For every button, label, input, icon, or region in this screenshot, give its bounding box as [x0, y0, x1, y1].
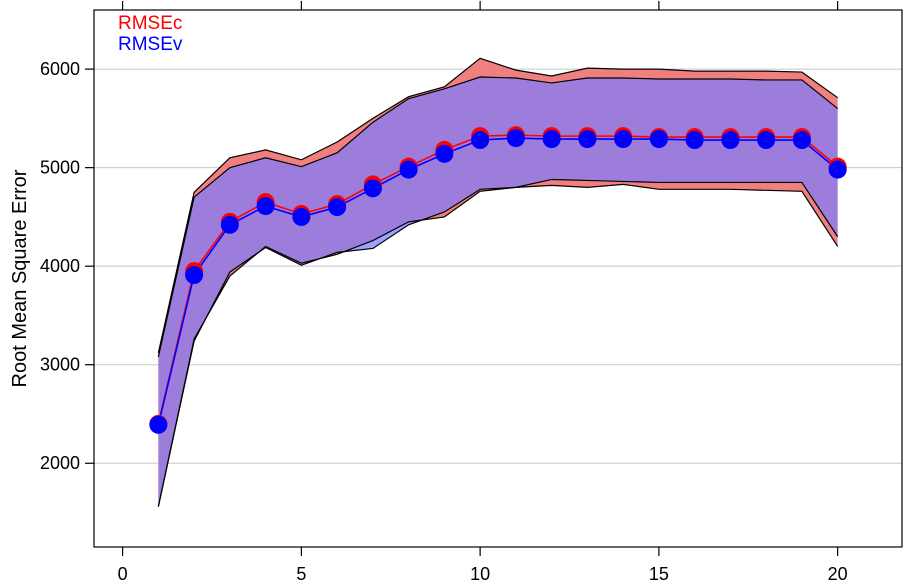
point-rmsev: [185, 266, 204, 285]
band-lower-edge: [157, 183, 839, 507]
band-upper-edge: [157, 76, 839, 357]
y-tick-label: 5000: [40, 158, 80, 178]
y-tick-label: 2000: [40, 453, 80, 473]
x-tick-label: 10: [470, 564, 490, 584]
band-lower-edge: [157, 178, 839, 507]
point-rmsev: [649, 130, 668, 149]
x-axis: 0 5 10 15 20: [118, 1, 848, 584]
y-tick-label: 4000: [40, 256, 80, 276]
point-rmsev: [506, 129, 525, 148]
x-tick-label: 20: [828, 564, 848, 584]
y-tick-label: 3000: [40, 355, 80, 375]
point-rmsev: [614, 130, 633, 149]
point-rmsev: [685, 131, 704, 150]
point-rmsev: [578, 130, 597, 149]
x-tick-label: 5: [296, 564, 306, 584]
point-rmsev: [792, 131, 811, 150]
x-tick-label: 0: [118, 564, 128, 584]
point-rmsev: [220, 215, 239, 234]
data-points: [149, 126, 847, 434]
point-rmsev: [435, 144, 454, 163]
point-rmsev: [399, 160, 418, 179]
point-rmsev: [363, 179, 382, 198]
x-tick-label: 15: [649, 564, 669, 584]
band-upper-edge: [157, 57, 838, 354]
y-tick-label: 6000: [40, 59, 80, 79]
legend-item-rmsev: RMSEv: [118, 34, 183, 55]
point-rmsev: [471, 131, 490, 150]
point-rmsev: [721, 131, 740, 150]
y-axis-title: Root Mean Square Error: [9, 169, 31, 387]
error-bands: [157, 57, 839, 507]
point-rmsev: [292, 207, 311, 226]
y-axis: 2000 3000 4000 5000 6000: [40, 59, 94, 473]
legend-item-rmsec: RMSEc: [118, 13, 182, 34]
point-rmsev: [256, 197, 275, 216]
point-rmsev: [757, 131, 776, 150]
point-rmsev: [328, 198, 347, 217]
point-rmsev: [542, 130, 561, 149]
band-rmsev: [158, 77, 838, 507]
point-rmsev: [828, 160, 847, 179]
point-rmsev: [149, 415, 168, 434]
plot-frame: [93, 9, 903, 548]
